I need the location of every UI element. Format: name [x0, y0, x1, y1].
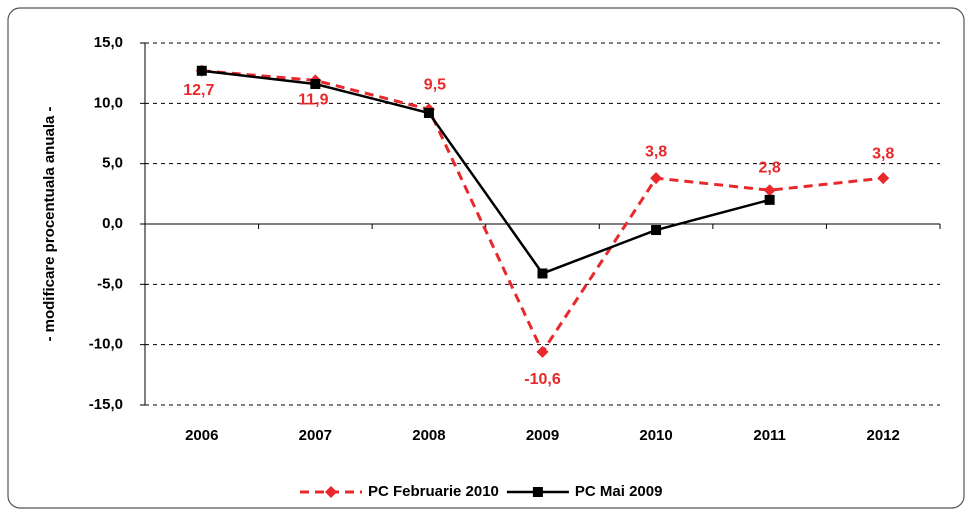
y-tick-label: 5,0 — [102, 155, 123, 172]
y-tick-label: -5,0 — [97, 275, 123, 292]
marker — [763, 184, 776, 197]
data-label: 2,8 — [759, 159, 781, 176]
x-tick-label: 2012 — [867, 427, 900, 444]
x-tick-label: 2008 — [412, 427, 445, 444]
data-label: 11,9 — [298, 92, 328, 109]
marker — [650, 172, 663, 185]
series-line — [201, 69, 770, 275]
marker — [537, 268, 548, 279]
legend-label: PC Februarie 2010 — [368, 483, 499, 500]
data-label: 9,5 — [424, 77, 446, 94]
marker — [196, 65, 207, 76]
legend-marker — [325, 486, 337, 498]
marker — [423, 107, 434, 118]
data-label: 12,7 — [183, 82, 214, 99]
x-tick-label: 2007 — [299, 427, 332, 444]
marker — [764, 194, 775, 205]
chart-border — [7, 7, 965, 509]
x-tick-label: 2011 — [753, 427, 786, 444]
y-tick-label: 10,0 — [94, 94, 123, 111]
y-axis-label: - modificare procentuala anuala - — [41, 106, 58, 341]
data-label: 3,8 — [872, 145, 894, 162]
marker — [877, 172, 890, 185]
y-tick-label: 15,0 — [94, 34, 123, 51]
legend-marker — [532, 487, 543, 497]
x-tick-label: 2009 — [526, 427, 559, 444]
legend-label: PC Mai 2009 — [575, 483, 663, 500]
y-tick-label: -10,0 — [89, 336, 123, 353]
y-tick-label: -15,0 — [89, 396, 123, 413]
marker — [310, 79, 321, 90]
y-tick-label: 0,0 — [102, 215, 123, 232]
x-tick-label: 2010 — [639, 427, 672, 444]
marker — [536, 345, 549, 358]
marker — [651, 225, 662, 236]
x-tick-label: 2006 — [185, 427, 218, 444]
data-label: 3,8 — [645, 143, 667, 160]
data-label: -10,6 — [524, 371, 561, 388]
